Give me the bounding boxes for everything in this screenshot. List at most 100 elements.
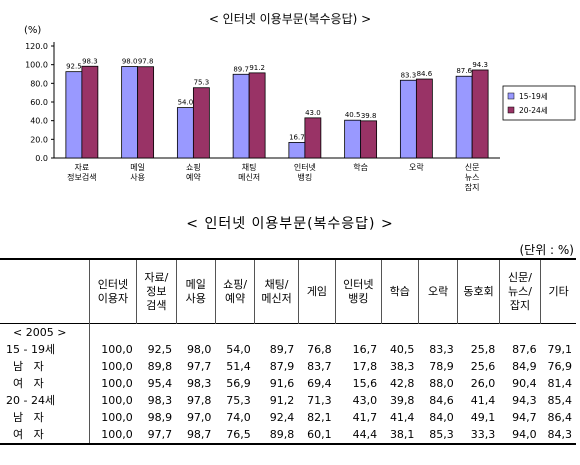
data-label: 98.0 bbox=[122, 58, 138, 66]
table-cell: 92,5 bbox=[147, 343, 173, 356]
table-cell: 95,4 bbox=[147, 377, 173, 390]
data-label: 16.7 bbox=[289, 133, 305, 141]
table-cell: 85,4 bbox=[547, 394, 573, 407]
table-cell: 38,3 bbox=[389, 360, 415, 373]
bar-15-19 bbox=[232, 73, 250, 159]
table-cell: 41,7 bbox=[352, 411, 378, 424]
table-cell: 79,1 bbox=[547, 343, 573, 356]
y-tick-label: 120.0 bbox=[25, 42, 48, 51]
data-table: 인터넷 이용자 자료/ 정보 검색 메일 사용 쇼핑/ 예약 채팅/ 메신저 게… bbox=[0, 258, 576, 445]
header-cell: 쇼핑/ 예약 bbox=[214, 259, 255, 324]
bar-chart: < 인터넷 이용부문(복수응답) > (%) 0.0 20.0 40.0 60.0 80… bbox=[24, 12, 576, 192]
data-label: 43.0 bbox=[305, 109, 321, 117]
table-cell: 56,9 bbox=[226, 377, 251, 390]
table-row: 남 자 100,0 98,9 97,0 74,0 92,4 82,1 41,7 41,4 84,0… bbox=[0, 409, 576, 426]
row-label: 20 - 24세 bbox=[0, 392, 90, 409]
table-cell: 49,1 bbox=[470, 411, 496, 424]
table-cell: 81,4 bbox=[547, 377, 573, 390]
data-label: 40.5 bbox=[345, 111, 361, 119]
bar-15-19 bbox=[176, 107, 194, 159]
bar-20-24 bbox=[360, 120, 378, 159]
unit-label: (단위 : %) bbox=[519, 243, 574, 257]
table-cell: 97,7 bbox=[147, 428, 173, 441]
table-cell: 90,4 bbox=[512, 377, 537, 390]
table-cell: 51,4 bbox=[226, 360, 251, 373]
table-cell: 78,9 bbox=[429, 360, 454, 373]
table-cell: 98,3 bbox=[186, 377, 212, 390]
legend-label: 15-19세 bbox=[519, 92, 548, 101]
table-cell: 82,1 bbox=[307, 411, 332, 424]
x-tick-label: 예약 bbox=[186, 172, 201, 182]
row-label: 남 자 bbox=[0, 409, 90, 426]
bar-15-19 bbox=[65, 71, 83, 159]
table-cell: 76,9 bbox=[547, 360, 573, 373]
bar-15-19 bbox=[455, 75, 473, 159]
table-cell bbox=[336, 324, 382, 342]
table-cell: 100,0 bbox=[101, 343, 133, 356]
bar-15-19 bbox=[399, 79, 417, 159]
header-cell: 동호회 bbox=[457, 259, 500, 324]
data-label: 87.6 bbox=[456, 67, 472, 75]
y-axis-label: (%) bbox=[24, 25, 41, 36]
table-cell: 97,0 bbox=[186, 411, 212, 424]
y-tick-label: 20.0 bbox=[30, 135, 48, 144]
bar-15-19 bbox=[288, 142, 306, 159]
data-label: 89.7 bbox=[233, 65, 249, 73]
bar-20-24 bbox=[137, 66, 155, 159]
table-cell: 43,0 bbox=[352, 394, 378, 407]
x-tick-label: 채팅 bbox=[242, 162, 257, 172]
table-cell: 98,3 bbox=[147, 394, 173, 407]
table-cell: 100,0 bbox=[101, 428, 133, 441]
bar-20-24 bbox=[81, 65, 99, 159]
table-cell bbox=[89, 324, 137, 342]
row-label: < 2005 > bbox=[0, 323, 90, 341]
header-cell: 자료/ 정보 검색 bbox=[136, 259, 177, 324]
x-tick-label: 메일 bbox=[130, 163, 145, 172]
data-label: 75.3 bbox=[194, 79, 210, 87]
table-cell: 16,7 bbox=[352, 343, 378, 356]
legend-label: 20-24세 bbox=[519, 106, 548, 115]
table-cell bbox=[418, 324, 457, 342]
x-tick-label: 사용 bbox=[130, 173, 145, 182]
bar-15-19 bbox=[121, 66, 139, 159]
table-cell: 86,4 bbox=[547, 411, 573, 424]
x-tick-label: 정보검색 bbox=[67, 172, 96, 182]
table-cell: 92,4 bbox=[269, 411, 295, 424]
table-cell: 25,8 bbox=[470, 343, 496, 356]
data-label: 91.2 bbox=[249, 64, 265, 72]
table-cell: 60,1 bbox=[307, 428, 332, 441]
table-cell: 87,6 bbox=[512, 343, 537, 356]
table-cell: 38,1 bbox=[389, 428, 415, 441]
table-cell: 94,3 bbox=[512, 394, 537, 407]
legend-swatch bbox=[507, 92, 515, 100]
table-cell: 97,7 bbox=[186, 360, 212, 373]
table-cell bbox=[499, 324, 540, 342]
table-cell: 33,3 bbox=[470, 428, 496, 441]
x-tick-label: 잡지 bbox=[465, 182, 480, 192]
table-cell: 41,4 bbox=[389, 411, 415, 424]
table-cell: 17,8 bbox=[352, 360, 378, 373]
table-row: 여 자 100,0 95,4 98,3 56,9 91,6 69,4 15,6 42,8 88,0… bbox=[0, 375, 576, 392]
data-label: 94.3 bbox=[472, 61, 488, 69]
table-cell: 94,0 bbox=[512, 428, 537, 441]
table-cell: 69,4 bbox=[307, 377, 332, 390]
bar-20-24 bbox=[248, 72, 266, 159]
legend-swatch bbox=[507, 106, 515, 114]
y-tick-label: 100.0 bbox=[25, 61, 48, 70]
data-label: 39.8 bbox=[361, 112, 377, 120]
table-cell: 84,0 bbox=[429, 411, 454, 424]
x-tick-label: 쇼핑 bbox=[186, 162, 201, 172]
table-cell: 44,4 bbox=[352, 428, 378, 441]
table-cell bbox=[458, 324, 499, 342]
legend-box bbox=[502, 85, 576, 121]
x-tick-label: 오락 bbox=[409, 162, 424, 172]
table-cell: 84,9 bbox=[512, 360, 537, 373]
header-cell: 채팅/ 메신저 bbox=[254, 259, 299, 324]
table-row: < 2005 > bbox=[0, 323, 576, 342]
table-cell bbox=[381, 324, 418, 342]
table-cell: 89,7 bbox=[269, 343, 295, 356]
x-tick-label: 뱅킹 bbox=[298, 172, 313, 182]
bar-20-24 bbox=[304, 117, 322, 159]
bar-15-19 bbox=[344, 119, 362, 159]
header-cell: 오락 bbox=[417, 259, 458, 324]
